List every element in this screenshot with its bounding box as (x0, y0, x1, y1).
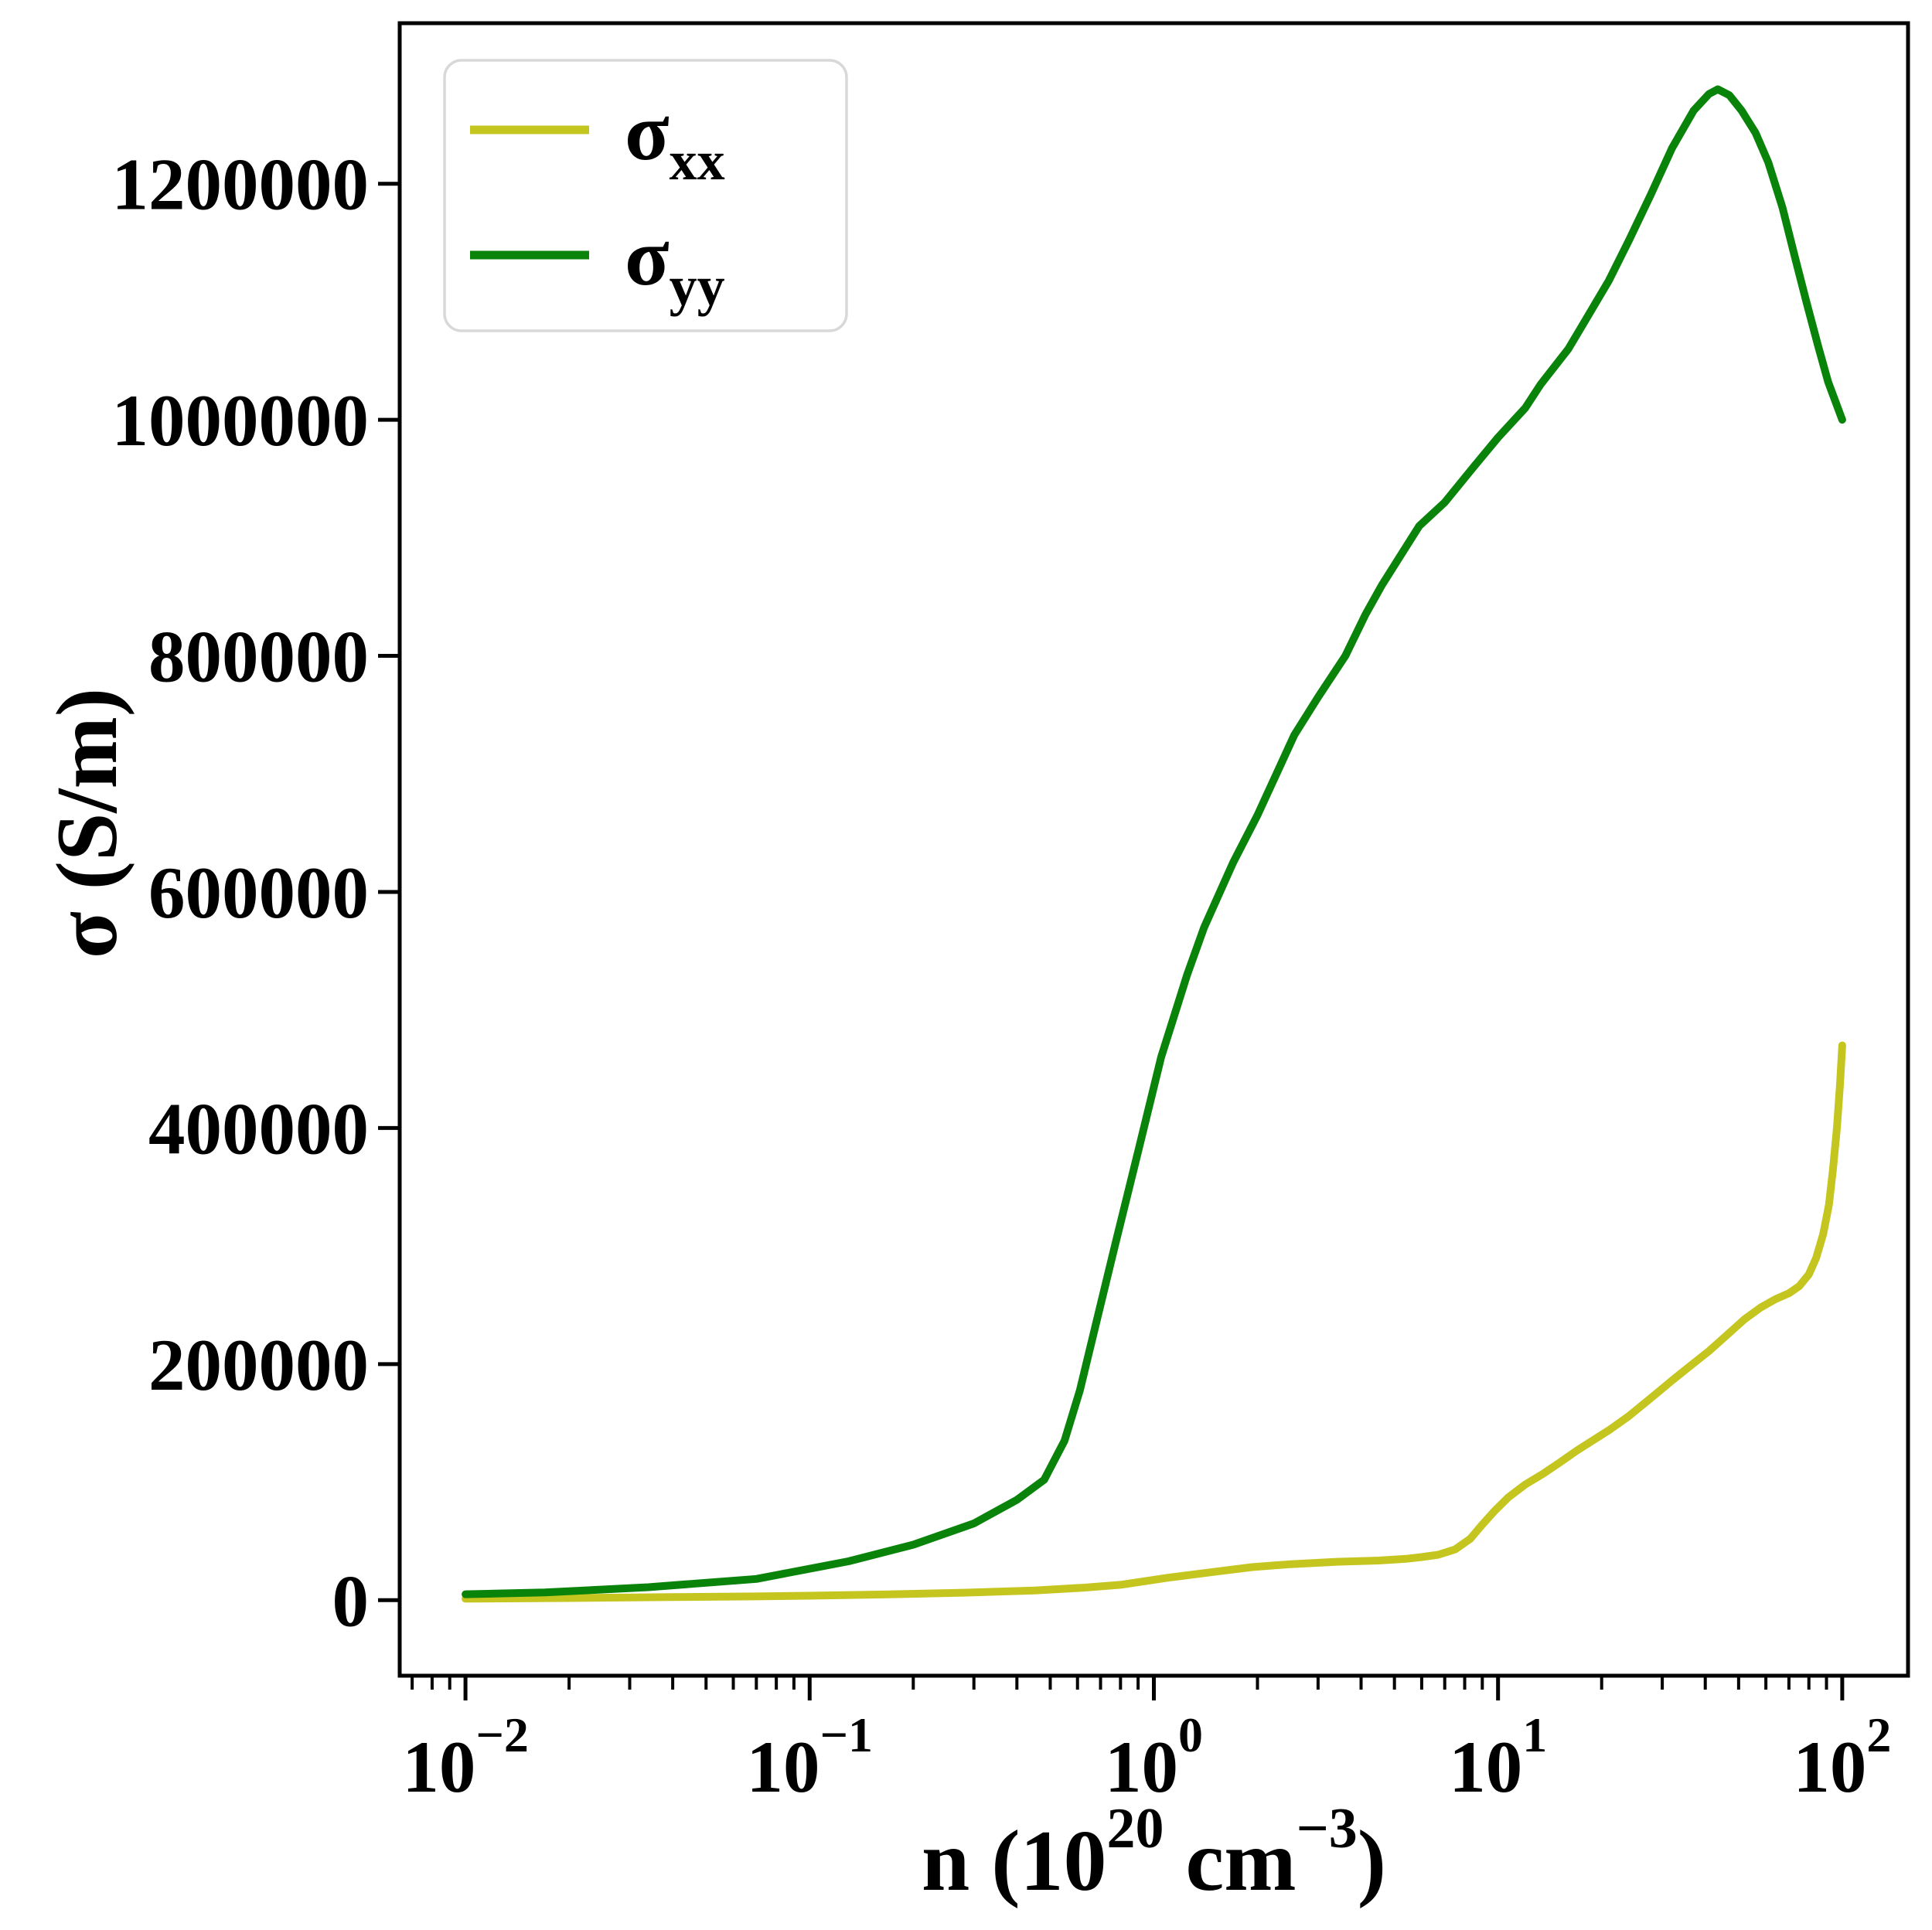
x-tick-label: 10−1 (747, 1707, 873, 1808)
curve-sigma_yy (462, 85, 1846, 1598)
x-tick-label: 100 (1105, 1707, 1203, 1808)
y-tick-label: 600000 (148, 852, 369, 934)
y-tick-label: 400000 (148, 1088, 369, 1169)
y-tick-label: 0 (332, 1560, 370, 1642)
x-tick-label: 101 (1449, 1707, 1547, 1808)
x-tick-label: 102 (1793, 1707, 1891, 1808)
legend-label-sigma_xx: σxx (625, 87, 725, 192)
y-tick-label: 1200000 (112, 144, 370, 226)
x-tick-label: 10−2 (402, 1707, 528, 1808)
y-tick-label: 1000000 (112, 380, 370, 461)
curve-sigma_xx (462, 1041, 1846, 1603)
x-axis-label: n (1020 cm−3) (922, 1797, 1386, 1909)
legend-label-sigma_yy: σyy (625, 212, 725, 317)
y-tick-label: 200000 (148, 1324, 369, 1406)
y-axis-label: σ (S/m) (39, 688, 135, 958)
y-tick-label: 800000 (148, 616, 369, 698)
